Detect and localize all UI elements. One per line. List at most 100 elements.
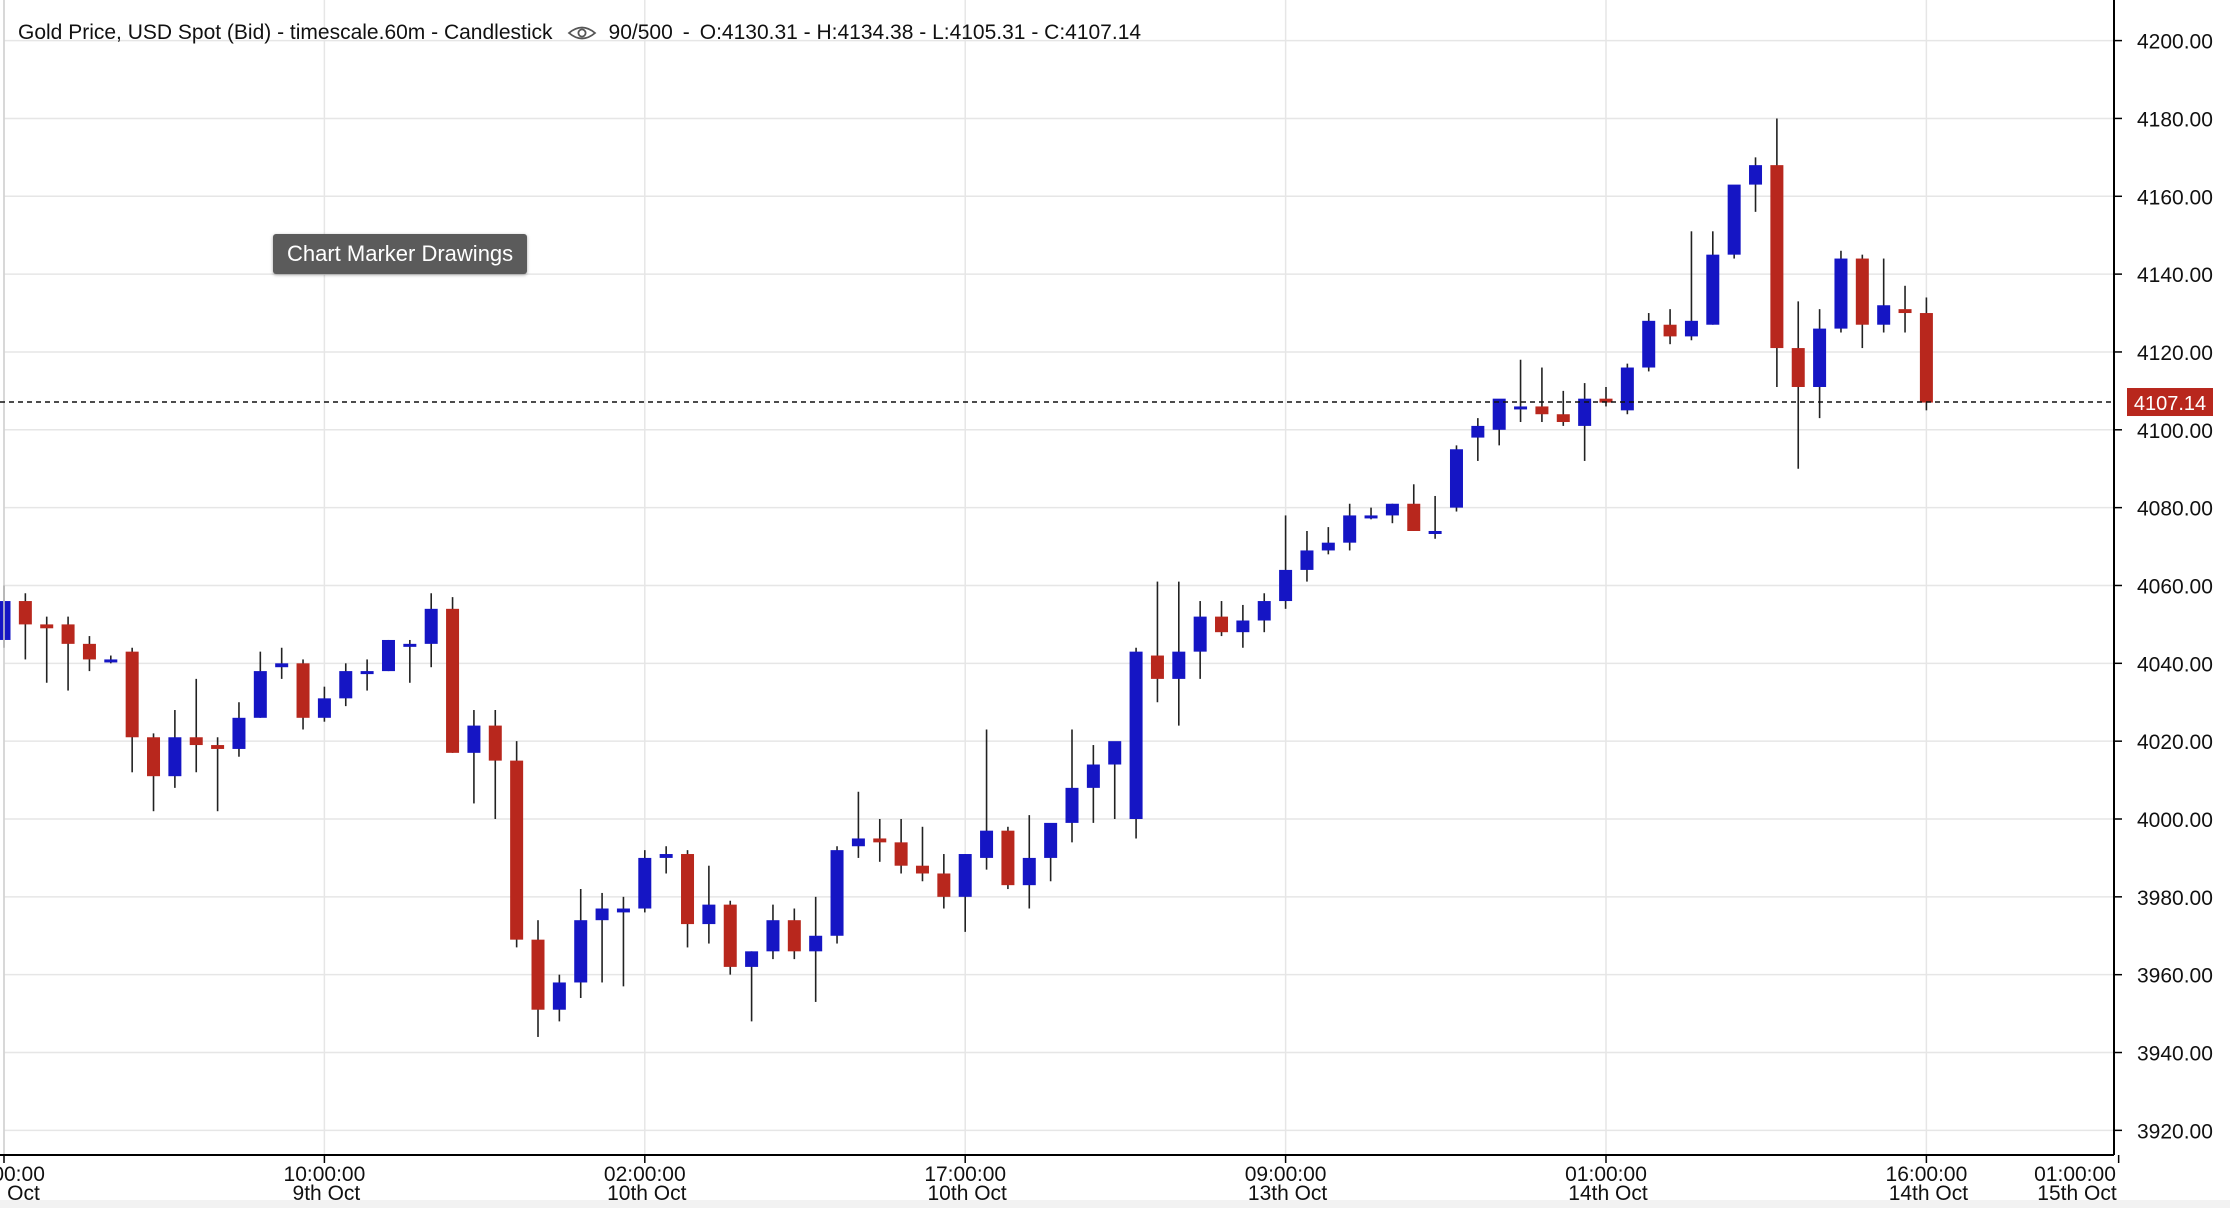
eye-icon[interactable] [567,23,597,43]
candle-up[interactable] [745,951,759,1022]
candle-down[interactable] [296,659,310,730]
candle-up[interactable] [360,659,374,691]
candle-up[interactable] [1471,418,1485,461]
candle-up[interactable] [958,854,972,932]
candle-up[interactable] [552,974,566,1022]
y-tick-label: 3920.00 [2137,1120,2213,1143]
candle-up[interactable] [1108,741,1122,819]
candle-down[interactable] [510,741,524,948]
candle-up[interactable] [766,904,780,960]
candle-up[interactable] [1279,515,1293,609]
candle-up[interactable] [1877,258,1891,333]
candle-up[interactable] [1257,593,1271,633]
candle-up[interactable] [659,846,673,874]
candle-up[interactable] [1300,530,1314,582]
candle-down[interactable] [1855,254,1869,349]
candle-down[interactable] [1150,581,1164,703]
candle-up[interactable] [467,710,481,804]
candle-up[interactable] [809,896,823,1002]
candle-body [1535,406,1549,415]
candle-up[interactable] [638,850,652,913]
candle-up[interactable] [1834,250,1848,333]
candle-down[interactable] [147,733,161,812]
candle-down[interactable] [1556,390,1570,426]
candle-down[interactable] [873,819,887,862]
candle-up[interactable] [1727,184,1741,259]
candle-up[interactable] [1065,729,1079,843]
candle-up[interactable] [1749,157,1763,212]
candle-down[interactable] [937,854,951,909]
candle-down[interactable] [40,616,54,683]
candle-up[interactable] [1684,231,1698,341]
candle-up[interactable] [1193,601,1207,679]
candle-down[interactable] [446,597,460,753]
candle-up[interactable] [317,686,331,722]
candle-down[interactable] [18,593,32,660]
bottom-scrollbar-track[interactable] [0,1200,2230,1208]
candle-down[interactable] [915,826,929,882]
candle-up[interactable] [1428,495,1442,539]
candle-up[interactable] [1514,359,1528,423]
candle-up[interactable] [980,729,994,870]
candle-up[interactable] [595,892,609,983]
candle-up[interactable] [1364,507,1378,520]
candle-up[interactable] [403,639,417,683]
candle-up[interactable] [339,663,353,707]
candle-up[interactable] [1813,309,1827,419]
candle-up[interactable] [275,647,289,679]
candle-down[interactable] [189,678,203,773]
candle-up[interactable] [424,593,438,668]
candle-down[interactable] [1599,386,1613,407]
candle-up[interactable] [1172,581,1186,726]
candle-down[interactable] [1919,297,1933,411]
candle-up[interactable] [1385,503,1399,524]
candle-up[interactable] [104,655,118,664]
candle-up[interactable] [1620,363,1634,415]
candle-up[interactable] [1449,445,1463,512]
candle-up[interactable] [851,791,865,858]
candle-down[interactable] [125,647,139,773]
candle-up[interactable] [1578,383,1592,461]
candle-body [1770,165,1784,349]
candle-down[interactable] [1215,601,1229,637]
candle-up[interactable] [168,710,182,788]
candle-up[interactable] [1022,815,1036,909]
candle-up[interactable] [232,702,246,757]
candle-up[interactable] [1086,745,1100,823]
candle-down[interactable] [1663,309,1677,345]
candle-down[interactable] [1898,285,1912,333]
candle-down[interactable] [723,900,737,975]
candle-down[interactable] [531,920,545,1037]
candle-down[interactable] [1001,826,1015,890]
candle-down[interactable] [488,710,502,819]
candle-body [681,854,695,925]
candle-down[interactable] [681,850,695,948]
candle-up[interactable] [1236,604,1250,648]
candle-up[interactable] [1642,313,1656,372]
candle-up[interactable] [1044,822,1058,882]
candle-down[interactable] [787,908,801,960]
candle-up[interactable] [702,865,716,944]
candle-down[interactable] [211,737,225,812]
candle-down[interactable] [1535,367,1549,423]
candle-up[interactable] [616,896,630,987]
candle-up[interactable] [1492,398,1506,446]
candle-down[interactable] [1407,484,1421,531]
candle-up[interactable] [1706,231,1720,325]
candle-up[interactable] [1321,527,1335,555]
candle-up[interactable] [1129,647,1143,839]
candle-down[interactable] [1791,301,1805,469]
candle-down[interactable] [1770,118,1784,387]
candle-down[interactable] [894,819,908,874]
candle-down[interactable] [61,616,75,691]
candle-down[interactable] [82,636,96,672]
candle-up[interactable] [574,889,588,999]
candle-up[interactable] [830,846,844,944]
candle-up[interactable] [253,651,267,718]
candle-body [1086,764,1100,788]
candle-up[interactable] [381,639,395,672]
candle-up[interactable] [1343,503,1357,551]
chart-marker-drawings-button[interactable]: Chart Marker Drawings [273,234,528,274]
